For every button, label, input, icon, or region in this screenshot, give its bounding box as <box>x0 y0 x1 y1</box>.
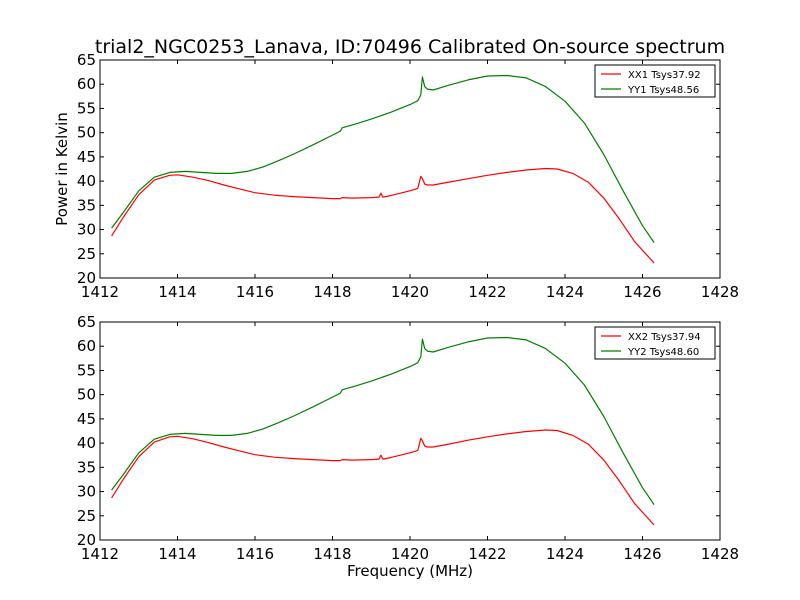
bottom-panel: 1412 1414 1416 1418 1420 1422 1424 1426 1428 20 25… <box>77 313 739 580</box>
y-tick-label: 25 <box>77 507 96 525</box>
y-tick-label: 40 <box>77 434 96 452</box>
legend: XX1 Tsys37.92 YY1 Tsys48.56 <box>594 64 716 98</box>
x-tick-label: 1412 <box>81 283 119 301</box>
y-tick-label: 55 <box>77 99 96 117</box>
x-tick-label: 1424 <box>546 283 584 301</box>
legend-label-1: XX1 Tsys37.92 <box>628 70 701 81</box>
x-tick-label: 1424 <box>546 545 584 563</box>
y-tick-label: 45 <box>77 148 96 166</box>
x-tick-label: 1418 <box>313 283 351 301</box>
legend-label-2: YY2 Tsys48.60 <box>627 347 699 358</box>
y-tick-label: 30 <box>77 221 96 239</box>
x-tick-label: 1412 <box>81 545 119 563</box>
y-tick-label: 50 <box>77 386 96 404</box>
x-tick-label: 1422 <box>468 545 506 563</box>
y-tick-label: 65 <box>77 313 96 331</box>
legend-box <box>594 326 716 360</box>
x-tick-label: 1426 <box>623 283 661 301</box>
y-tick-label: 55 <box>77 361 96 379</box>
x-axis-label: Frequency (MHz) <box>347 562 473 580</box>
legend-label-2: YY1 Tsys48.56 <box>627 85 699 96</box>
y-tick-label: 30 <box>77 483 96 501</box>
legend-box <box>594 64 716 98</box>
series-line-1 <box>111 429 655 526</box>
y-tick-label: 20 <box>77 531 96 549</box>
y-tick-label: 65 <box>77 51 96 69</box>
figure-title: trial2_NGC0253_Lanava, ID:70496 Calibrat… <box>95 36 725 58</box>
x-tick-label: 1414 <box>158 283 196 301</box>
x-tick-label: 1418 <box>313 545 351 563</box>
x-tick-label: 1414 <box>158 545 196 563</box>
y-tick-label: 40 <box>77 172 96 190</box>
x-tick-label: 1416 <box>236 545 274 563</box>
legend-label-1: XX2 Tsys37.94 <box>628 332 701 343</box>
x-tick-label: 1422 <box>468 283 506 301</box>
y-tick-label: 60 <box>77 337 96 355</box>
x-tick-label: 1426 <box>623 545 661 563</box>
y-tick-label: 20 <box>77 269 96 287</box>
x-tick-label: 1420 <box>391 283 429 301</box>
series-line-2 <box>111 74 655 243</box>
top-panel: 1412 1414 1416 1418 1420 1422 1424 1426 1428 20 25… <box>53 51 739 301</box>
x-tick-label: 1428 <box>701 545 739 563</box>
series-line-1 <box>111 167 655 264</box>
y-tick-label: 35 <box>77 458 96 476</box>
x-tick-label: 1428 <box>701 283 739 301</box>
y-tick-label: 45 <box>77 410 96 428</box>
y-tick-label: 25 <box>77 245 96 263</box>
x-tick-label: 1416 <box>236 283 274 301</box>
y-tick-label: 60 <box>77 75 96 93</box>
series-line-2 <box>111 336 655 505</box>
x-tick-label: 1420 <box>391 545 429 563</box>
legend: XX2 Tsys37.94 YY2 Tsys48.60 <box>594 326 716 360</box>
y-tick-label: 50 <box>77 124 96 142</box>
y-tick-label: 35 <box>77 196 96 214</box>
y-axis-label: Power in Kelvin <box>53 112 71 226</box>
